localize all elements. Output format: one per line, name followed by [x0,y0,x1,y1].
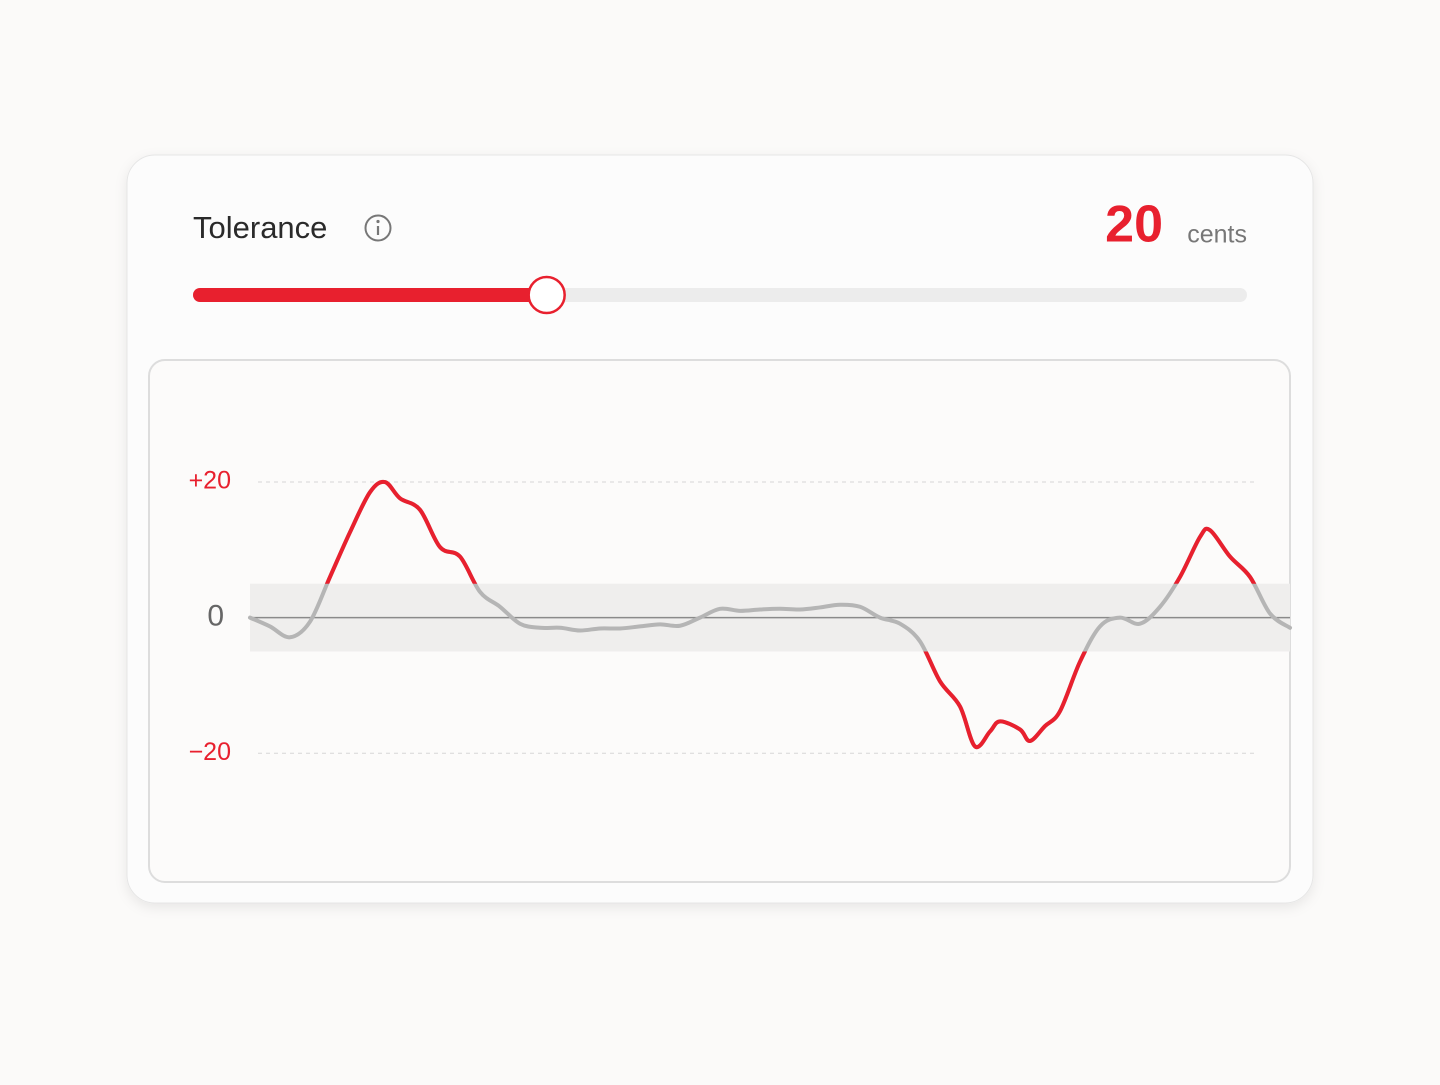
slider-thumb[interactable] [527,275,566,315]
tolerance-value: 20 [1105,196,1163,254]
y-tick-label: −20 [189,738,231,766]
slider[interactable] [193,275,1247,315]
info-icon[interactable] [364,214,392,242]
unit: cents [1187,221,1247,249]
y-tick-label: 0 [207,600,224,633]
chart: +20 0 −20 [189,467,1292,766]
y-tick-label: +20 [189,467,231,495]
label: Tolerance [193,210,327,245]
